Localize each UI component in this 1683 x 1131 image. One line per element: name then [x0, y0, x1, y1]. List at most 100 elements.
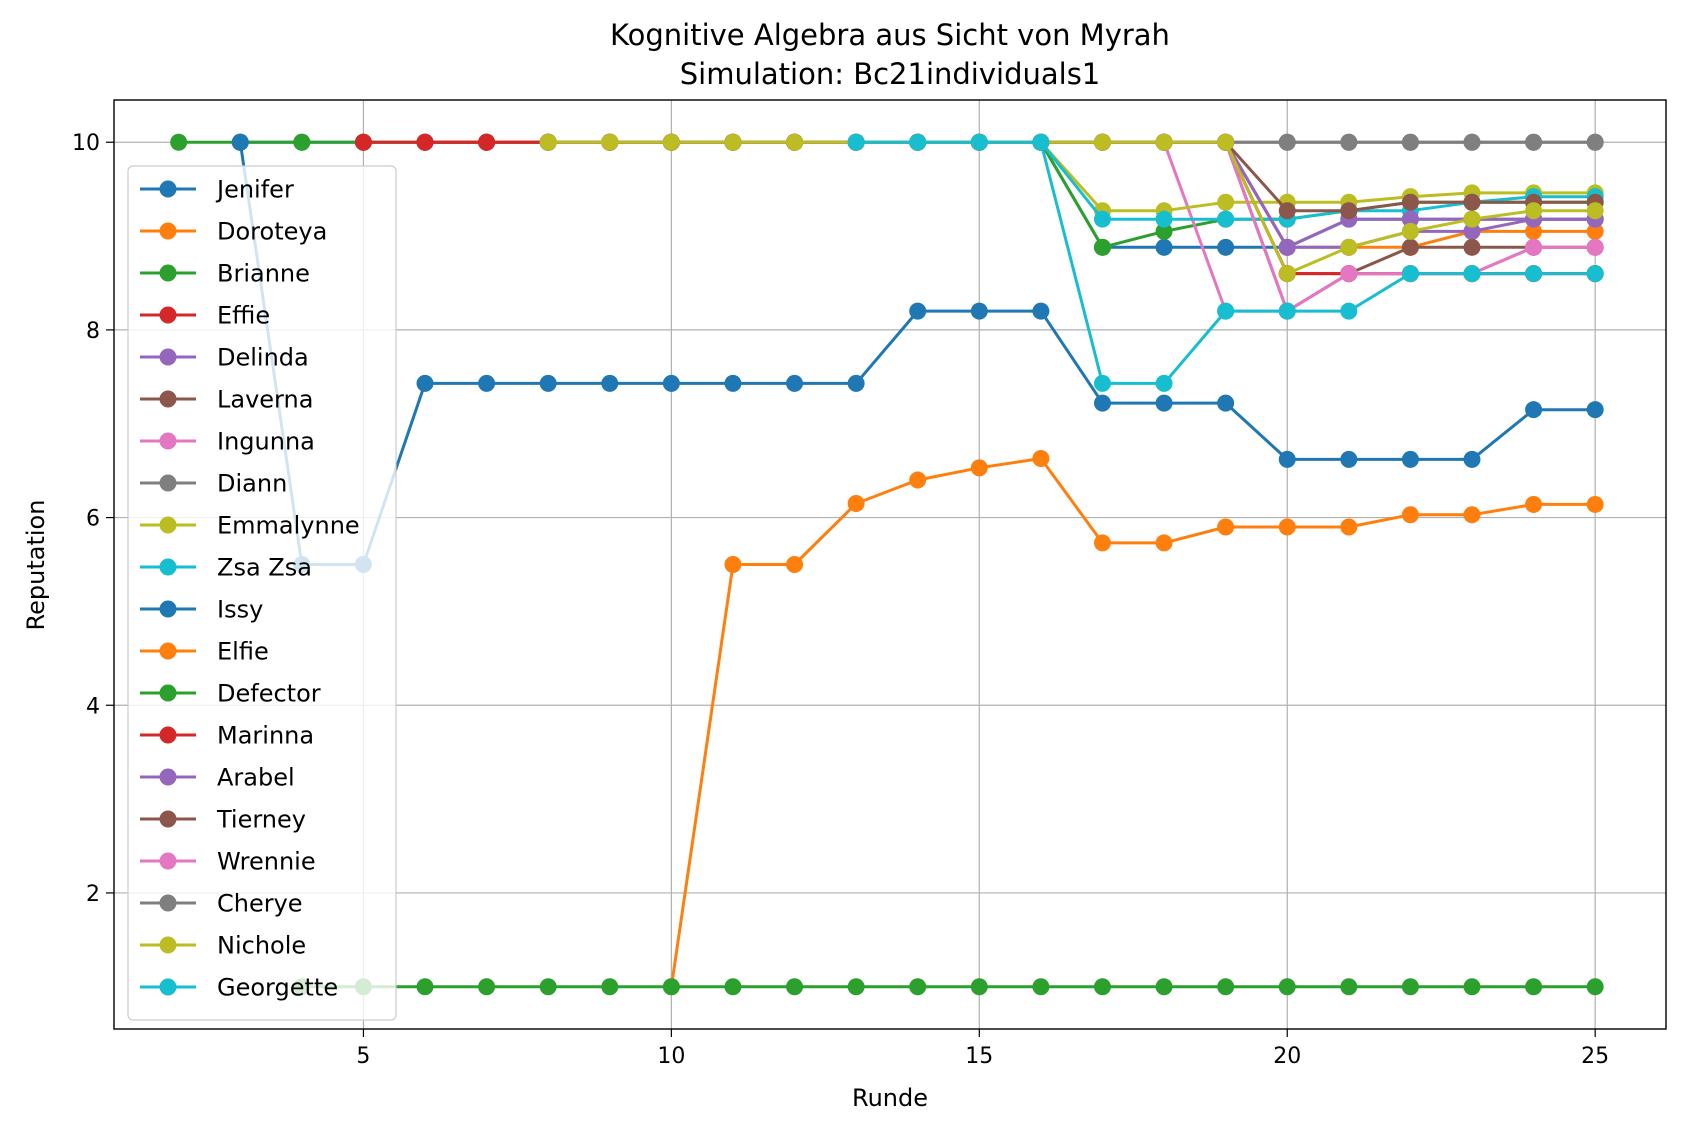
data-point: [786, 374, 804, 392]
data-point: [1463, 450, 1481, 468]
data-point: [1586, 265, 1604, 283]
data-point: [909, 302, 927, 320]
data-point: [1525, 222, 1543, 240]
legend-swatch-marker: [159, 390, 177, 408]
data-point: [539, 133, 557, 151]
data-point: [1586, 401, 1604, 419]
legend-swatch-marker: [159, 978, 177, 996]
legend-item: Laverna: [140, 386, 313, 414]
data-point: [601, 374, 619, 392]
data-point: [1278, 238, 1296, 256]
data-point: [1217, 238, 1235, 256]
data-point: [1155, 394, 1173, 412]
legend-item: Effie: [140, 302, 270, 330]
legend-label: Zsa Zsa: [217, 554, 312, 582]
data-point: [1278, 450, 1296, 468]
data-point: [1525, 978, 1543, 996]
data-point: [847, 495, 865, 513]
data-point: [416, 133, 434, 151]
data-point: [1217, 210, 1235, 228]
legend-swatch-marker: [159, 516, 177, 534]
data-point: [478, 374, 496, 392]
legend-item: Emmalynne: [140, 512, 360, 540]
legend-swatch-marker: [159, 600, 177, 618]
data-point: [1032, 978, 1050, 996]
data-point: [1217, 302, 1235, 320]
legend-swatch-marker: [159, 348, 177, 366]
legend-label: Delinda: [217, 344, 309, 372]
legend-item: Nichole: [140, 932, 306, 960]
y-axis-label: Reputation: [22, 500, 50, 631]
series-line: [548, 140, 1596, 276]
data-point: [724, 978, 742, 996]
data-point: [909, 471, 927, 489]
data-point: [662, 374, 680, 392]
legend-label: Jenifer: [215, 176, 294, 204]
legend-item: Marinna: [140, 722, 314, 750]
data-point: [1155, 534, 1173, 552]
y-tick-label: 6: [86, 507, 100, 532]
legend-swatch-marker: [159, 726, 177, 744]
data-point: [416, 978, 434, 996]
data-point: [1463, 133, 1481, 151]
legend-label: Laverna: [217, 386, 313, 414]
legend-label: Diann: [217, 470, 287, 498]
data-point: [1340, 133, 1358, 151]
data-point: [1401, 978, 1419, 996]
legend-label: Georgette: [217, 974, 338, 1002]
data-point: [1093, 133, 1111, 151]
data-point: [1155, 133, 1173, 151]
data-point: [1155, 238, 1173, 256]
data-point: [1401, 450, 1419, 468]
legend-item: Ingunna: [140, 428, 315, 456]
legend-item: Zsa Zsa: [140, 554, 312, 582]
data-point: [1525, 133, 1543, 151]
data-point: [662, 978, 680, 996]
data-point: [909, 133, 927, 151]
data-point: [1093, 978, 1111, 996]
data-point: [1525, 202, 1543, 220]
y-tick-label: 2: [86, 882, 100, 907]
data-point: [1401, 506, 1419, 524]
data-point: [1463, 978, 1481, 996]
data-point: [1463, 265, 1481, 283]
data-point: [1586, 978, 1604, 996]
legend-item: Wrennie: [140, 848, 316, 876]
data-point: [1093, 394, 1111, 412]
legend-item: Arabel: [140, 764, 295, 792]
legend-swatch-marker: [159, 558, 177, 576]
legend-box: [127, 165, 397, 1021]
data-point: [1463, 238, 1481, 256]
data-point: [1217, 394, 1235, 412]
data-point: [786, 978, 804, 996]
legend-item: Delinda: [140, 344, 309, 372]
legend-swatch-marker: [159, 894, 177, 912]
data-point: [786, 133, 804, 151]
data-point: [1093, 210, 1111, 228]
legend-swatch-marker: [159, 474, 177, 492]
data-point: [170, 133, 188, 151]
data-point: [1155, 210, 1173, 228]
legend-label: Ingunna: [217, 428, 315, 456]
data-point: [1586, 202, 1604, 220]
data-point: [1340, 978, 1358, 996]
data-point: [231, 133, 249, 151]
legend-item: Defector: [140, 680, 321, 708]
data-point: [724, 556, 742, 573]
legend-swatch-marker: [159, 684, 177, 702]
legend-swatch-marker: [159, 222, 177, 240]
data-point: [1032, 302, 1050, 320]
series-georgette: [847, 133, 1604, 392]
data-point: [1401, 133, 1419, 151]
data-point: [1525, 265, 1543, 283]
legend-item: Diann: [140, 470, 287, 498]
plot-frame: [113, 99, 1667, 1030]
data-point: [601, 133, 619, 151]
data-point: [1217, 978, 1235, 996]
data-point: [1093, 534, 1111, 552]
data-point: [1340, 265, 1358, 283]
data-point: [1463, 210, 1481, 228]
data-point: [1278, 302, 1296, 320]
legend-item: Brianne: [140, 260, 310, 288]
data-point: [662, 133, 680, 151]
